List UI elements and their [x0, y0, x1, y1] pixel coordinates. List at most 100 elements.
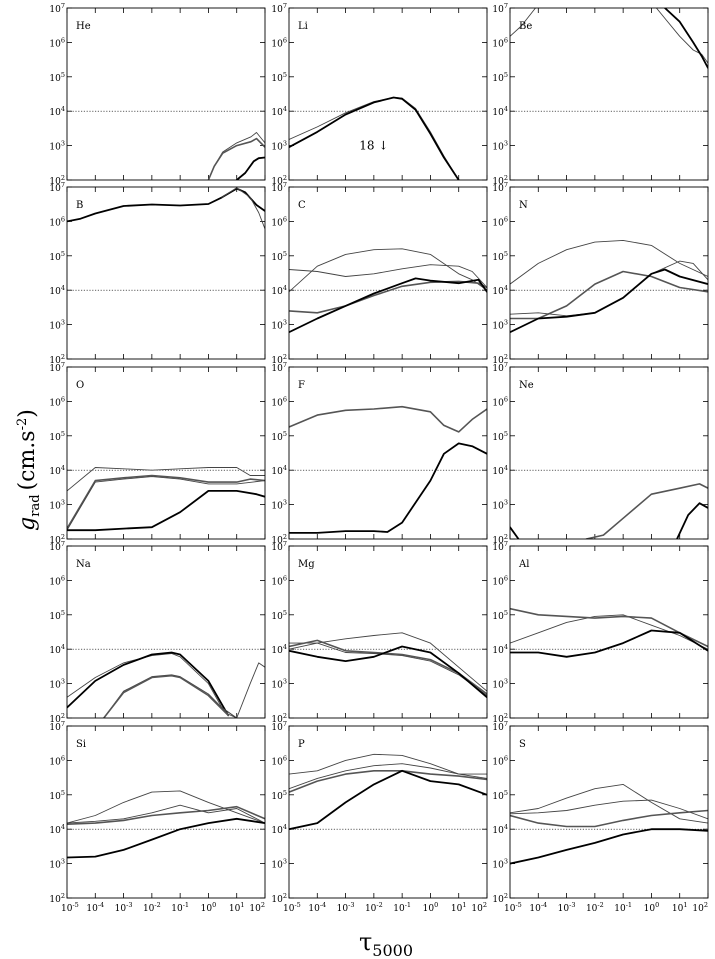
y-tick-label-be-1: 103	[492, 140, 508, 153]
y-tick-label-li-5: 107	[271, 2, 287, 15]
y-tick-label-al-3-exp: 5	[504, 609, 508, 617]
y-tick-label-f-5-exp: 7	[283, 361, 287, 369]
series-group-ne	[510, 483, 708, 539]
y-tick-label-p-0: 102	[271, 892, 287, 905]
x-tick-label-p-5-base: 10	[423, 904, 435, 914]
x-tick-label-s-2-base: 10	[558, 904, 570, 914]
series-line-n-3	[510, 260, 708, 317]
series-group-mg	[289, 632, 487, 699]
y-axis-label-unit-sup: -2	[15, 418, 30, 431]
y-tick-label-f-4-exp: 6	[283, 395, 287, 403]
y-tick-label-al-4-exp: 6	[504, 574, 508, 582]
y-tick-label-ne-0: 102	[492, 533, 508, 546]
x-tick-label-p-1: 10-4	[308, 901, 326, 914]
series-group-al	[510, 607, 708, 658]
x-tick-label-p-4: 10-1	[393, 901, 411, 914]
x-tick-label-s-7: 102	[692, 901, 708, 914]
y-tick-label-al-5: 107	[492, 540, 508, 553]
panel-frame-n	[509, 186, 709, 360]
series-line-si-3	[67, 805, 265, 825]
x-tick-label-s-1: 10-4	[529, 901, 547, 914]
y-tick-label-s-0: 102	[492, 892, 508, 905]
y-tick-label-na-2-base: 10	[49, 646, 61, 656]
y-tick-label-si-2: 104	[49, 823, 65, 836]
y-tick-label-o-0-base: 10	[49, 536, 61, 546]
y-tick-label-al-2: 104	[492, 643, 508, 656]
series-line-f-1	[289, 405, 487, 433]
y-tick-label-c-2: 104	[271, 284, 287, 297]
y-tick-label-ne-5: 107	[492, 361, 508, 374]
y-tick-label-s-1: 103	[492, 858, 508, 871]
y-tick-label-mg-0: 102	[271, 712, 287, 725]
y-tick-label-s-4-base: 10	[492, 757, 504, 767]
x-tick-label-p-2-exp: -3	[348, 901, 354, 909]
y-tick-label-ne-1-base: 10	[492, 502, 504, 512]
series-line-o-3	[67, 476, 265, 531]
x-tick-label-p-1-base: 10	[308, 904, 320, 914]
y-tick-label-o-2: 104	[49, 464, 65, 477]
series-line-si-4	[67, 817, 265, 859]
y-tick-label-p-0-exp: 2	[283, 892, 287, 900]
y-tick-label-f-2: 104	[271, 464, 287, 477]
y-tick-label-ne-3-base: 10	[492, 433, 504, 443]
y-tick-label-o-3-exp: 5	[61, 430, 65, 438]
element-label-be: Be	[519, 21, 532, 32]
y-tick-label-n-3-exp: 5	[504, 250, 508, 258]
y-tick-label-ne-0-base: 10	[492, 536, 504, 546]
y-tick-label-ne-3-exp: 5	[504, 430, 508, 438]
y-tick-label-mg-2: 104	[271, 643, 287, 656]
series-group-n	[510, 239, 708, 334]
y-tick-label-ne-2-exp: 4	[504, 464, 508, 472]
y-tick-label-be-2-base: 10	[492, 108, 504, 118]
y-tick-label-al-5-exp: 7	[504, 540, 508, 548]
x-tick-label-p-3: 10-2	[365, 901, 383, 914]
y-tick-label-he-3: 105	[49, 71, 65, 84]
y-tick-label-p-1: 103	[271, 858, 287, 871]
element-label-n: N	[519, 200, 528, 211]
y-tick-label-li-0-exp: 2	[283, 174, 287, 182]
element-label-p: P	[298, 739, 305, 750]
x-tick-label-s-1-exp: -4	[541, 901, 547, 909]
y-tick-label-c-0: 102	[271, 353, 287, 366]
y-tick-label-c-1-exp: 3	[283, 319, 287, 327]
y-tick-label-al-4: 106	[492, 574, 508, 587]
y-tick-label-c-0-base: 10	[271, 356, 283, 366]
y-tick-label-na-1-base: 10	[49, 681, 61, 691]
y-tick-label-mg-1: 103	[271, 678, 287, 691]
y-tick-label-al-0-base: 10	[492, 715, 504, 725]
x-axis-label-sub: 5000	[372, 941, 413, 959]
y-tick-label-ne-5-exp: 7	[504, 361, 508, 369]
y-tick-label-n-3: 105	[492, 250, 508, 263]
x-tick-label-s-5-base: 10	[644, 904, 656, 914]
y-tick-label-b-2-exp: 4	[61, 284, 65, 292]
y-tick-label-be-5-exp: 7	[504, 2, 508, 10]
x-tick-label-p-6-base: 10	[451, 904, 463, 914]
series-group-b	[67, 187, 265, 230]
y-tick-label-na-1: 103	[49, 678, 65, 691]
y-tick-label-b-4: 106	[49, 215, 65, 228]
x-tick-label-si-3: 10-2	[143, 901, 161, 914]
y-tick-label-na-4: 106	[49, 574, 65, 587]
x-tick-label-s-2: 10-3	[558, 901, 576, 914]
series-line-s-3	[510, 809, 708, 828]
y-tick-label-c-5: 107	[271, 181, 287, 194]
element-label-b: B	[76, 200, 83, 211]
element-label-he: He	[76, 21, 91, 32]
y-tick-label-n-1-base: 10	[492, 322, 504, 332]
series-line-al-2	[510, 607, 708, 648]
panel-frame-s	[509, 725, 709, 899]
y-tick-label-c-4: 106	[271, 215, 287, 228]
y-tick-label-he-3-exp: 5	[61, 71, 65, 79]
panel-frame-c	[288, 186, 488, 360]
series-line-p-1	[289, 753, 487, 775]
y-tick-label-p-3: 105	[271, 789, 287, 802]
panel-frame-si	[66, 725, 266, 899]
series-group-be	[510, 8, 708, 69]
y-tick-label-li-1-base: 10	[271, 143, 283, 153]
y-tick-label-be-2-exp: 4	[504, 105, 508, 113]
y-tick-label-p-4-exp: 6	[283, 754, 287, 762]
